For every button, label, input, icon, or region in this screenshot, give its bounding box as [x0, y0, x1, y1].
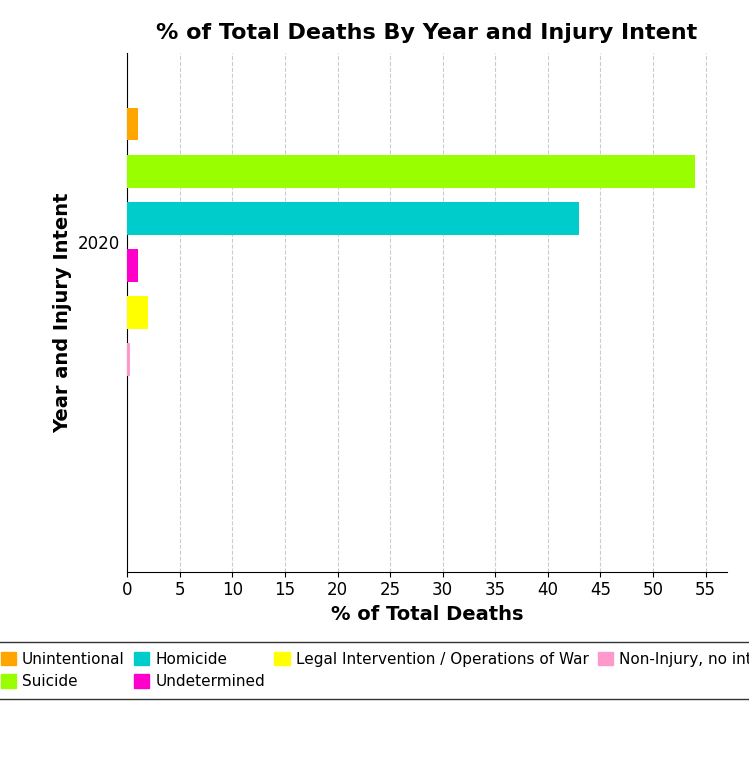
Title: % of Total Deaths By Year and Injury Intent: % of Total Deaths By Year and Injury Int… [157, 24, 697, 43]
Bar [127, 155, 695, 187]
X-axis label: % of Total Deaths: % of Total Deaths [330, 605, 524, 624]
Legend: Unintentional, Suicide, Homicide, Undetermined, Legal Intervention / Operations : Unintentional, Suicide, Homicide, Undete… [0, 642, 749, 699]
Y-axis label: Year and Injury Intent: Year and Injury Intent [54, 192, 73, 433]
Bar [127, 296, 148, 329]
Bar [127, 343, 130, 376]
Bar [127, 107, 138, 140]
Bar [127, 202, 580, 235]
Bar [127, 249, 138, 282]
